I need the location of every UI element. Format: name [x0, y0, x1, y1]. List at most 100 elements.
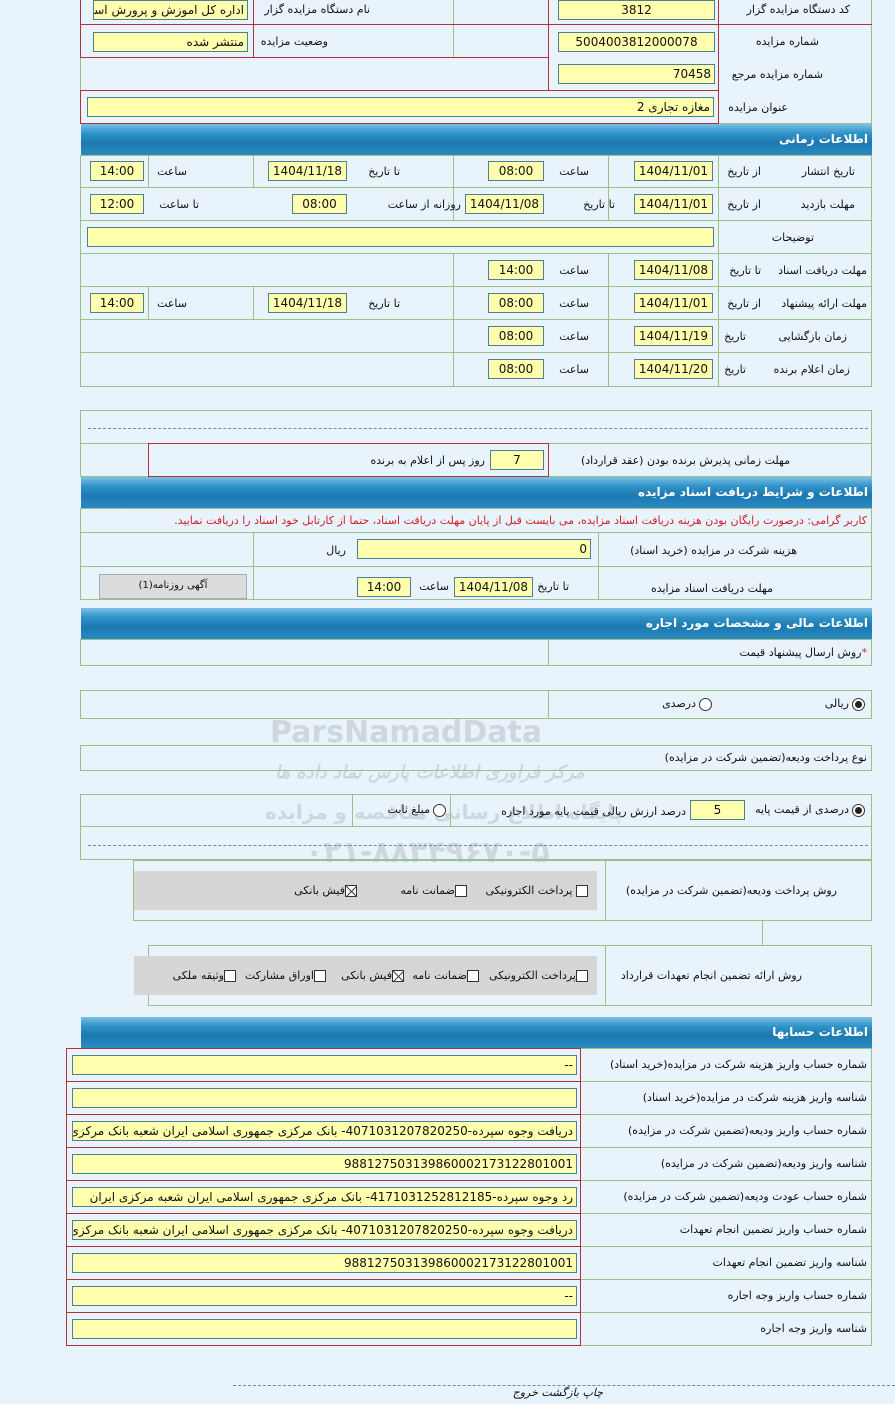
hour-label: ساعت — [559, 165, 589, 178]
publish-label: تاریخ انتشار — [801, 165, 855, 178]
offer-label: مهلت ارائه پیشنهاد — [781, 297, 867, 310]
account-value-field[interactable]: -- — [72, 1286, 577, 1306]
offer-to-time[interactable]: 14:00 — [90, 293, 144, 313]
pct-value-field[interactable]: 5 — [690, 800, 745, 820]
title-field[interactable]: مغازه تجاری 2 — [87, 97, 714, 117]
checkbox[interactable] — [467, 970, 479, 982]
fee-field[interactable]: 0 — [357, 539, 591, 559]
to-date-label: تا تاریخ — [729, 264, 761, 277]
rial-radio[interactable] — [852, 698, 865, 711]
docs-time[interactable]: 14:00 — [488, 260, 544, 280]
publish-from-date[interactable]: 1404/11/01 — [634, 161, 713, 181]
guarantee-electronic[interactable]: پرداخت الکترونیکی — [489, 968, 588, 984]
visit-from-date[interactable]: 1404/11/01 — [634, 194, 713, 214]
account-value-field[interactable]: دریافت وجوه سپرده-4071031207820250- بانک… — [72, 1121, 577, 1141]
guarantee-bonds[interactable]: اوراق مشارکت — [245, 968, 326, 984]
account-label: شناسه واریز وجه اجاره — [760, 1322, 867, 1335]
newspaper-ad-button[interactable]: آگهی روزنامه(1) — [99, 574, 247, 599]
divider — [80, 566, 872, 567]
auction-no-field[interactable]: 5004003812000078 — [558, 32, 715, 52]
checkbox[interactable] — [455, 885, 467, 897]
account-value-field[interactable]: دریافت وجوه سپرده-4071031207820250- بانک… — [72, 1220, 577, 1240]
org-name-field[interactable]: اداره کل اموزش و پرورش استا — [93, 0, 248, 20]
spacer-row — [80, 410, 872, 444]
publish-to-date[interactable]: 1404/11/18 — [268, 161, 347, 181]
accept-days-field[interactable]: 7 — [490, 450, 544, 470]
offer-from-date[interactable]: 1404/11/01 — [634, 293, 713, 313]
deposit-method-electronic[interactable]: پرداخت الکترونیکی — [486, 883, 588, 899]
divider — [762, 921, 763, 946]
docs-grid — [80, 508, 872, 600]
to-date-label: تا تاریخ — [583, 198, 615, 211]
guarantee-guarantee[interactable]: ضمانت نامه — [412, 968, 479, 984]
divider — [253, 155, 254, 187]
exit-link[interactable]: خروج — [512, 1386, 538, 1399]
ref-no-field[interactable]: 70458 — [558, 64, 715, 84]
account-value-field[interactable]: رد وجوه سپرده-4171031252812185- بانک مرک… — [72, 1187, 577, 1207]
divider — [608, 155, 609, 220]
fixed-radio[interactable] — [433, 804, 446, 817]
checkbox[interactable] — [314, 970, 326, 982]
accept-label: مهلت زمانی پذیرش برنده بودن (عقد قرارداد… — [580, 454, 790, 467]
docs-deadline-time[interactable]: 14:00 — [357, 577, 411, 597]
account-value-field[interactable] — [72, 1088, 577, 1108]
date-label: تاریخ — [724, 363, 746, 376]
guarantee-bank-slip[interactable]: فیش بانکی — [341, 968, 404, 984]
divider — [80, 826, 872, 827]
deposit-method-bank-slip[interactable]: فیش بانکی — [294, 883, 357, 899]
account-value-field[interactable] — [72, 1319, 577, 1339]
divider — [605, 945, 606, 1006]
option-label: فیش بانکی — [294, 884, 345, 897]
date-label: تاریخ — [724, 330, 746, 343]
checkbox[interactable] — [576, 885, 588, 897]
divider — [80, 253, 872, 254]
publish-to-time[interactable]: 14:00 — [90, 161, 144, 181]
guarantee-property[interactable]: وثیقه ملکی — [173, 968, 236, 984]
currency-label: ریال — [326, 544, 346, 557]
checkbox-checked[interactable] — [345, 885, 357, 897]
divider — [148, 287, 149, 319]
back-link[interactable]: بازگشت — [541, 1386, 579, 1399]
dashed-divider — [88, 428, 868, 429]
checkbox[interactable] — [576, 970, 588, 982]
divider — [453, 254, 454, 387]
dashed-divider — [88, 845, 868, 846]
percent-radio[interactable] — [699, 698, 712, 711]
footer-divider — [233, 1385, 895, 1386]
checkbox-checked[interactable] — [392, 970, 404, 982]
section-header-time: اطلاعات زمانی — [81, 124, 872, 155]
deposit-method-guarantee[interactable]: ضمانت نامه — [400, 883, 467, 899]
footer-links: چاپ بازگشت خروج — [513, 1385, 603, 1401]
opening-date[interactable]: 1404/11/19 — [634, 326, 713, 346]
divider — [80, 352, 872, 353]
account-label: شماره حساب عودت ودیعه(تضمین شرکت در مزای… — [623, 1190, 867, 1203]
opening-time[interactable]: 08:00 — [488, 326, 544, 346]
docs-deadline-date[interactable]: 1404/11/08 — [454, 577, 533, 597]
price-method-text: روش ارسال پیشنهاد قیمت — [739, 646, 862, 659]
pct-of-base-radio[interactable] — [852, 804, 865, 817]
offer-from-time[interactable]: 08:00 — [488, 293, 544, 313]
visit-label: مهلت بازدید — [800, 198, 855, 211]
offer-to-date[interactable]: 1404/11/18 — [268, 293, 347, 313]
notes-field[interactable] — [87, 227, 714, 247]
to-date-label: تا تاریخ — [368, 297, 400, 310]
divider — [80, 24, 872, 25]
divider — [548, 690, 549, 719]
publish-from-time[interactable]: 08:00 — [488, 161, 544, 181]
from-date-label: از تاریخ — [727, 198, 761, 211]
account-value-field[interactable]: 988127503139860002173122801001 — [72, 1253, 577, 1273]
org-code-field[interactable]: 3812 — [558, 0, 715, 20]
visit-daily-from[interactable]: 08:00 — [292, 194, 347, 214]
visit-to-time[interactable]: 12:00 — [90, 194, 144, 214]
status-field[interactable]: منتشر شده — [93, 32, 248, 52]
account-value-field[interactable]: 988127503139860002173122801001 — [72, 1154, 577, 1174]
account-label: شماره حساب واریز هزینه شرکت در مزایده(خر… — [609, 1058, 867, 1071]
print-link[interactable]: چاپ — [582, 1386, 603, 1399]
winner-time[interactable]: 08:00 — [488, 359, 544, 379]
account-value-field[interactable]: -- — [72, 1055, 577, 1075]
checkbox[interactable] — [224, 970, 236, 982]
docs-to-date[interactable]: 1404/11/08 — [634, 260, 713, 280]
visit-to-date[interactable]: 1404/11/08 — [465, 194, 544, 214]
divider — [80, 187, 872, 188]
winner-date[interactable]: 1404/11/20 — [634, 359, 713, 379]
